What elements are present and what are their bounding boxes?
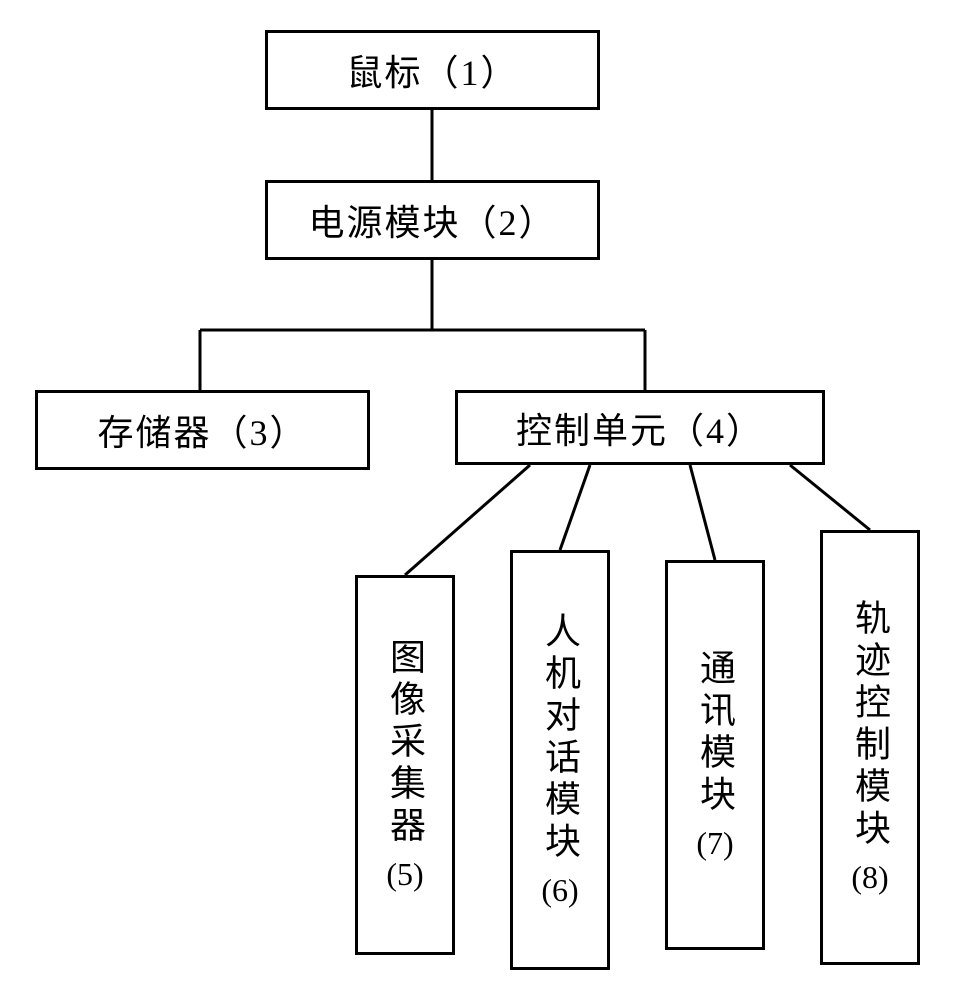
- node-number: (8): [851, 859, 888, 896]
- node-label: 鼠标（1）: [346, 44, 518, 96]
- node-number: (5): [386, 856, 423, 893]
- node-label: 通讯模块: [689, 649, 741, 817]
- node-memory: 存储器（3）: [35, 390, 370, 470]
- node-number: (7): [696, 825, 733, 862]
- node-trajectory-control-module: 轨迹控制模块 (8): [820, 530, 920, 965]
- node-label: 人机对话模块: [534, 612, 586, 864]
- node-power-module: 电源模块（2）: [265, 180, 600, 260]
- node-image-collector: 图像采集器 (5): [355, 575, 455, 955]
- node-mouse: 鼠标（1）: [265, 30, 600, 110]
- node-label: 图像采集器: [379, 638, 431, 848]
- node-label: 存储器（3）: [97, 404, 307, 456]
- node-control-unit: 控制单元（4）: [455, 390, 825, 465]
- node-label: 控制单元（4）: [516, 402, 764, 454]
- node-communication-module: 通讯模块 (7): [665, 560, 765, 950]
- node-number: (6): [541, 872, 578, 909]
- node-label: 电源模块（2）: [308, 194, 556, 246]
- node-hmi-dialog-module: 人机对话模块 (6): [510, 550, 610, 970]
- node-label: 轨迹控制模块: [844, 599, 896, 851]
- connector-lines: [0, 0, 963, 1000]
